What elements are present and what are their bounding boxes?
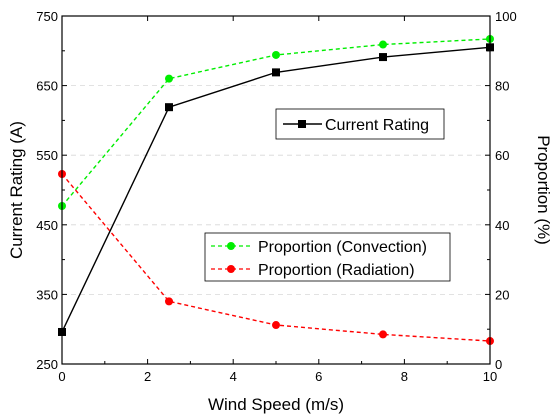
y-left-tick-label: 350	[36, 287, 58, 302]
data-point-radiation	[165, 297, 173, 306]
data-point-current-rating	[272, 68, 280, 77]
x-tick-label: 4	[230, 369, 237, 384]
x-tick-label: 8	[401, 369, 408, 384]
data-point-radiation	[272, 321, 280, 330]
x-axis-label: Wind Speed (m/s)	[208, 395, 344, 414]
x-tick-label: 2	[144, 369, 151, 384]
plot-frame	[61, 15, 491, 365]
data-point-current-rating	[165, 103, 173, 112]
y-right-tick-label: 80	[495, 79, 509, 94]
y-right-tick-label: 20	[495, 287, 509, 302]
y-axis-left-label: Current Rating (A)	[7, 121, 26, 259]
legend-marker-current	[298, 120, 306, 128]
data-point-radiation	[379, 330, 387, 339]
legend-marker-convection	[227, 242, 235, 250]
y-right-tick-label: 40	[495, 218, 509, 233]
y-right-tick-label: 60	[495, 148, 509, 163]
series-line-0	[61, 46, 491, 333]
legend-proportion: Proportion (Convection) Proportion (Radi…	[204, 232, 451, 282]
legend-label-radiation: Proportion (Radiation)	[258, 262, 415, 279]
y-axis-right-label: Proportion (%)	[534, 135, 550, 245]
y-left-tick-label: 750	[36, 9, 58, 24]
y-left-tick-label: 250	[36, 357, 58, 372]
x-tick-label: 0	[58, 369, 65, 384]
x-tick-label: 6	[315, 369, 322, 384]
y-left-tick-label: 650	[36, 79, 58, 94]
data-point-current-rating	[379, 53, 387, 62]
legend-box	[204, 232, 451, 282]
legend-current: Current Rating	[275, 108, 445, 140]
legend-marker-radiation	[227, 265, 235, 273]
x-tick-label: 10	[483, 369, 497, 384]
y-left-tick-label: 450	[36, 218, 58, 233]
y-right-tick-label: 0	[495, 357, 502, 372]
data-point-convection	[165, 74, 173, 83]
y-left-tick-label: 550	[36, 148, 58, 163]
legend-label-convection: Proportion (Convection)	[258, 239, 427, 256]
y-right-tick-label: 100	[495, 9, 517, 24]
data-point-convection	[272, 50, 280, 59]
series-layer	[58, 34, 494, 346]
legend-label-current: Current Rating	[325, 117, 429, 134]
axis-ticks: 0 2 4 6 8 10 250 350 450 550 650 750 0 20 40 60 80 100	[36, 9, 516, 384]
data-point-convection	[379, 40, 387, 49]
